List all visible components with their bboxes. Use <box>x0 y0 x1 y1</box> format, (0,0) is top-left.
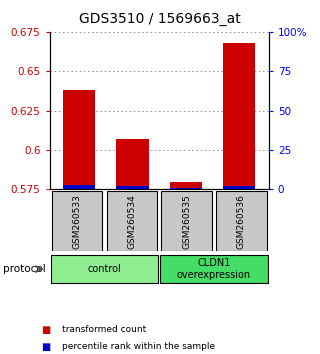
Bar <box>63 90 95 189</box>
Bar <box>107 191 157 251</box>
Bar <box>216 191 267 251</box>
Text: percentile rank within the sample: percentile rank within the sample <box>62 342 216 352</box>
Bar <box>170 182 202 189</box>
Text: control: control <box>88 264 121 274</box>
Bar <box>161 191 212 251</box>
Bar <box>160 255 268 283</box>
Text: GSM260536: GSM260536 <box>237 194 246 249</box>
Bar <box>63 185 95 189</box>
Bar <box>51 255 158 283</box>
Text: GSM260533: GSM260533 <box>73 194 82 249</box>
Text: ■: ■ <box>42 325 51 335</box>
Text: GSM260534: GSM260534 <box>127 194 136 249</box>
Text: protocol: protocol <box>3 264 46 274</box>
Text: GSM260535: GSM260535 <box>182 194 191 249</box>
Bar <box>223 186 255 189</box>
Bar <box>52 191 102 251</box>
Text: transformed count: transformed count <box>62 325 147 335</box>
Text: GDS3510 / 1569663_at: GDS3510 / 1569663_at <box>79 12 241 27</box>
Bar <box>170 188 202 189</box>
Bar <box>223 43 255 189</box>
Text: ■: ■ <box>42 342 51 352</box>
Bar <box>116 139 148 189</box>
Bar <box>116 186 148 189</box>
Text: CLDN1
overexpression: CLDN1 overexpression <box>177 258 251 280</box>
